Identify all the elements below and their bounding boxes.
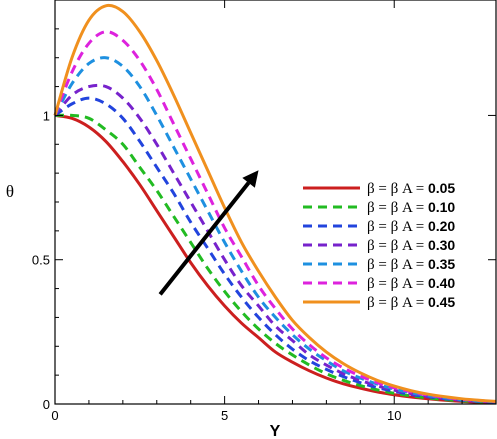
series-line-2 [54,113,497,405]
arrow-shaft [158,181,251,296]
y-axis-title: θ [6,182,14,201]
x-axis-ticks: 0 5 10 [51,0,463,423]
legend-entry: β = β A = 0.20 [367,218,455,235]
y-tick-label: 0.5 [32,253,50,268]
legend-entry: β = β A = 0.40 [367,275,455,292]
legend-entry: β = β A = 0.10 [367,199,455,216]
y-tick-label: 1 [43,108,50,123]
series-line-7 [53,3,497,403]
trend-arrow [158,170,259,296]
x-axis-title: Y [270,423,281,439]
legend-entry: β = β A = 0.05 [367,180,455,197]
legend-entry: β = β A = 0.35 [367,256,455,273]
series-line-4 [53,83,497,404]
series-line-5 [53,56,497,404]
x-tick-label: 5 [221,408,228,423]
curves-group [53,3,497,405]
arrow-head [242,170,259,188]
x-tick-label: 10 [387,408,401,423]
legend-entry: β = β A = 0.45 [367,294,455,311]
x-tick-label: 0 [51,408,58,423]
legend-entry: β = β A = 0.30 [367,237,455,254]
y-tick-label: 0 [43,397,50,412]
legend: β = β A = 0.05 β = β A = 0.10 β = β A = 0.… [303,180,455,311]
series-line-6 [53,30,497,404]
y-axis-ticks: 00.51 [32,28,496,412]
